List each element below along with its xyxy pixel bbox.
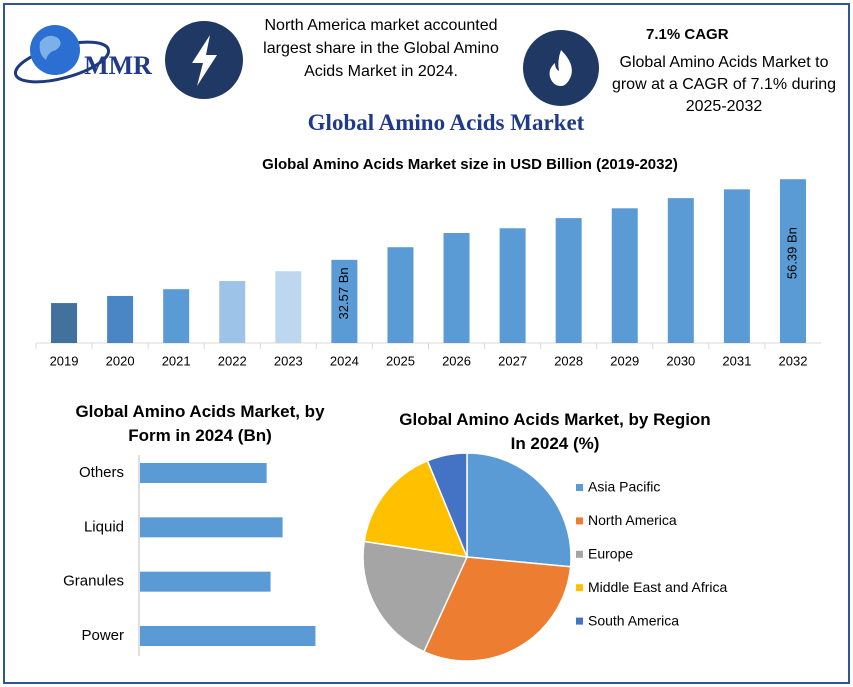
bar <box>140 463 267 483</box>
x-tick-label: 2032 <box>779 353 808 368</box>
chart-title: Global Amino Acids Market, by Region In … <box>399 410 711 453</box>
bar <box>723 189 750 343</box>
x-tick-label: 2030 <box>666 353 695 368</box>
y-tick-label: Others <box>79 464 124 481</box>
pie-slice <box>426 452 468 558</box>
legend-label: Asia Pacific <box>588 479 660 495</box>
pie-slice <box>362 540 469 653</box>
legend-label: Middle East and Africa <box>588 579 728 595</box>
data-label: 32.57 Bn <box>336 267 351 319</box>
legend-swatch <box>576 550 583 558</box>
bolt-icon <box>192 35 217 86</box>
fact-text: Global Amino Acids Market to grow at a C… <box>611 54 837 115</box>
x-tick-label: 2027 <box>498 353 527 368</box>
bar <box>140 626 316 646</box>
frame <box>3 3 850 684</box>
y-tick-label: Liquid <box>84 518 124 535</box>
chart-title: Global Amino Acids Market size in USD Bi… <box>262 156 678 173</box>
bar <box>555 218 582 343</box>
bar <box>331 259 358 343</box>
bar <box>667 198 694 343</box>
bar <box>275 271 302 343</box>
data-label: 56.39 Bn <box>784 227 799 279</box>
bar <box>219 281 246 343</box>
x-tick-label: 2025 <box>386 353 415 368</box>
legend-swatch <box>576 584 583 592</box>
legend-swatch <box>576 484 583 491</box>
x-tick-label: 2023 <box>274 353 303 368</box>
bar <box>779 179 806 343</box>
legend-label: North America <box>588 512 677 528</box>
x-tick-label: 2019 <box>50 353 79 368</box>
flame-icon <box>549 50 572 86</box>
bar <box>163 289 190 343</box>
bar <box>443 233 470 343</box>
logo-globe <box>13 25 111 84</box>
legend-label: Europe <box>588 546 633 562</box>
legend-swatch <box>576 517 583 525</box>
legend-label: South America <box>588 612 679 628</box>
pie-slice <box>466 452 572 568</box>
bar <box>140 571 271 592</box>
y-tick-label: Power <box>81 627 124 644</box>
x-tick-label: 2022 <box>218 353 247 368</box>
x-tick-label: 2026 <box>442 353 471 368</box>
legend-swatch <box>576 617 583 625</box>
y-tick-label: Granules <box>63 573 124 590</box>
x-tick-label: 2024 <box>330 353 359 368</box>
x-tick-label: 2028 <box>554 353 583 368</box>
x-tick-label: 2029 <box>610 353 639 368</box>
chart-title: Global Amino Acids Market, by Form in 20… <box>75 402 325 445</box>
bar <box>140 517 283 538</box>
pie-slice <box>422 556 572 662</box>
pie-slice <box>363 459 469 558</box>
x-tick-label: 2021 <box>162 353 191 368</box>
logo-text: MMR <box>84 51 152 80</box>
bar <box>499 228 526 343</box>
bar <box>107 295 134 343</box>
fact-text: North America market accounted largest s… <box>263 17 499 80</box>
bar <box>611 208 638 343</box>
fact-title: 7.1% CAGR <box>646 26 729 43</box>
bar <box>387 247 414 343</box>
bar <box>51 303 78 343</box>
page-title: Global Amino Acids Market <box>307 110 585 135</box>
x-tick-label: 2020 <box>106 353 135 368</box>
x-tick-label: 2031 <box>722 353 751 368</box>
